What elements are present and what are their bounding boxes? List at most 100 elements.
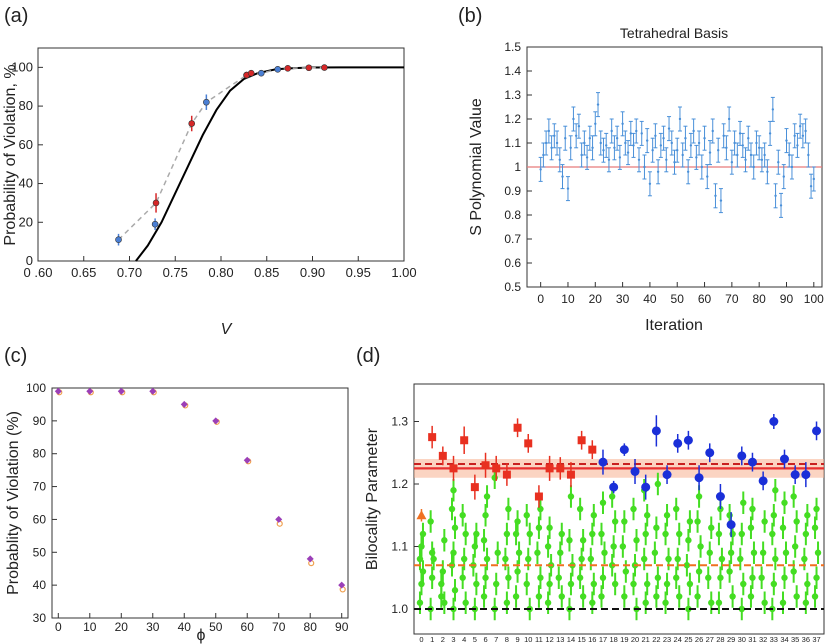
panel-d-xtick-label: 13 [556,635,564,644]
panel-b-point [580,153,583,157]
panel-d-green-point [781,499,788,506]
panel-b-ytick-label: 0.7 [504,232,521,246]
panel-b-point [599,141,602,145]
panel-b-ytick-label: 1 [514,160,521,174]
panel-d-green-point [505,574,512,581]
panel-a-point [247,69,255,77]
panel-d-green-point [599,499,607,506]
panel-d-xtick-label: 32 [759,635,767,644]
panel-d-xtick-label: 35 [791,635,799,644]
panel-d-green-point [416,599,424,606]
panel-b-point [686,170,690,173]
panel-b-point [678,117,682,121]
panel-d-green-point [439,568,447,575]
panel-b-point [790,165,794,169]
panel-d-red-square [545,464,554,473]
panel-d-red-square [449,464,458,473]
panel-d-green-point [673,505,680,513]
panel-d-green-point [505,505,512,513]
panel-d-green-point [750,549,758,556]
panel-d-green-point [587,555,595,563]
panel-d-green-point [737,555,744,563]
panel-b-point [801,134,805,137]
panel-d-xtick-label: 34 [780,635,788,644]
panel-b-xtick-label: 90 [780,292,794,306]
panel-d-triangle [416,510,427,520]
panel-d-green-point [801,555,808,563]
panel-a-point [203,98,210,106]
panel-d-ytick-label: 1.0 [391,602,408,616]
panel-d-xtick-label: 27 [706,635,714,644]
panel-d-xtick-label: 28 [716,635,724,644]
panel-d-green-point [473,530,480,538]
panel-d-green-point [811,524,819,531]
panel-a-theory-curve [135,66,404,262]
panel-b: Tetrahedral Basis 0 10 20 30 40 50 60 70 80 90 100… [468,25,824,334]
panel-d-green-point [695,493,703,500]
panel-d-green-point [598,593,605,600]
panel-b-point [763,153,766,157]
panel-b-title: Tetrahedral Basis [620,25,728,41]
panel-d-red-square [513,423,522,432]
panel-b-ytick-label: 1.3 [504,88,521,102]
panel-b-point [591,146,594,149]
panel-d-blue-circle [694,473,704,483]
panel-c-ytick-label: 70 [33,480,47,494]
panel-d-green-point [715,530,723,538]
panel-d-green-point [558,530,565,538]
panel-d-green-point [537,574,544,581]
panel-d-green-point [694,518,701,525]
panel-d-green-point [567,493,575,500]
panel-b-point [544,141,548,145]
panel-d-green-point [525,555,532,563]
panel-b-point [807,153,810,157]
panel-b-point [804,129,807,133]
panel-b-ytick-label: 1.5 [504,40,521,54]
panel-d-green-point [727,549,735,556]
panel-d-green-point [598,530,605,538]
panel-d-green-point [450,487,457,494]
panel-c-xtick-label: 80 [304,620,318,634]
panel-d-red-square [566,470,575,479]
panel-b-point [681,153,684,157]
panel-c-ylabel: Probablity of Violation (%) [5,411,22,595]
panel-b-ytick-label: 0.9 [504,184,521,198]
panel-d-blue-circle [683,435,693,445]
panel-b-xtick-label: 70 [725,292,739,306]
panel-b-point [793,134,796,137]
panel-a-xtick-label: 0.80 [208,265,233,280]
panel-b-point [632,144,635,147]
panel-d-green-point [451,524,459,531]
panel-b-point [689,144,693,147]
panel-d-green-point [576,574,584,581]
panel-d-green-point [578,555,585,563]
panel-b-xtick-label: 40 [643,292,657,306]
panel-d-xtick-label: 22 [652,635,660,644]
panel-b-point [645,139,649,142]
panel-a-ytick-label: 0 [26,253,33,268]
panel-d-green-point [611,518,619,525]
panel-c-ytick-label: 40 [33,578,47,592]
panel-d-green-point [705,574,712,581]
panel-d-green-point [685,605,692,613]
panel-c-diamond [54,387,62,395]
panel-b-point [717,149,720,152]
panel-d-green-point [653,524,660,531]
panel-d-red-square [524,439,533,448]
panel-b-point [771,108,775,111]
panel-d-blue-circle [609,482,619,492]
panel-d-green-point [544,599,552,606]
panel-a-xtick-label: 0 .60 [24,265,53,280]
panel-d-blue-circle [801,470,811,480]
panel-d-green-point [633,537,640,544]
panel-d-green-point [460,555,468,563]
panel-d-xtick-label: 6 [483,635,487,644]
panel-d-green-point [782,549,790,556]
panel-a-ytick-label: 20 [19,214,33,229]
panel-d-green-point [419,530,427,538]
panel-d-red-square [438,451,447,460]
panel-d-green-point [643,512,651,519]
panel-d-green-point [555,574,562,581]
panel-a-ytick-label: 60 [19,137,33,152]
panel-d-green-point [717,574,724,581]
